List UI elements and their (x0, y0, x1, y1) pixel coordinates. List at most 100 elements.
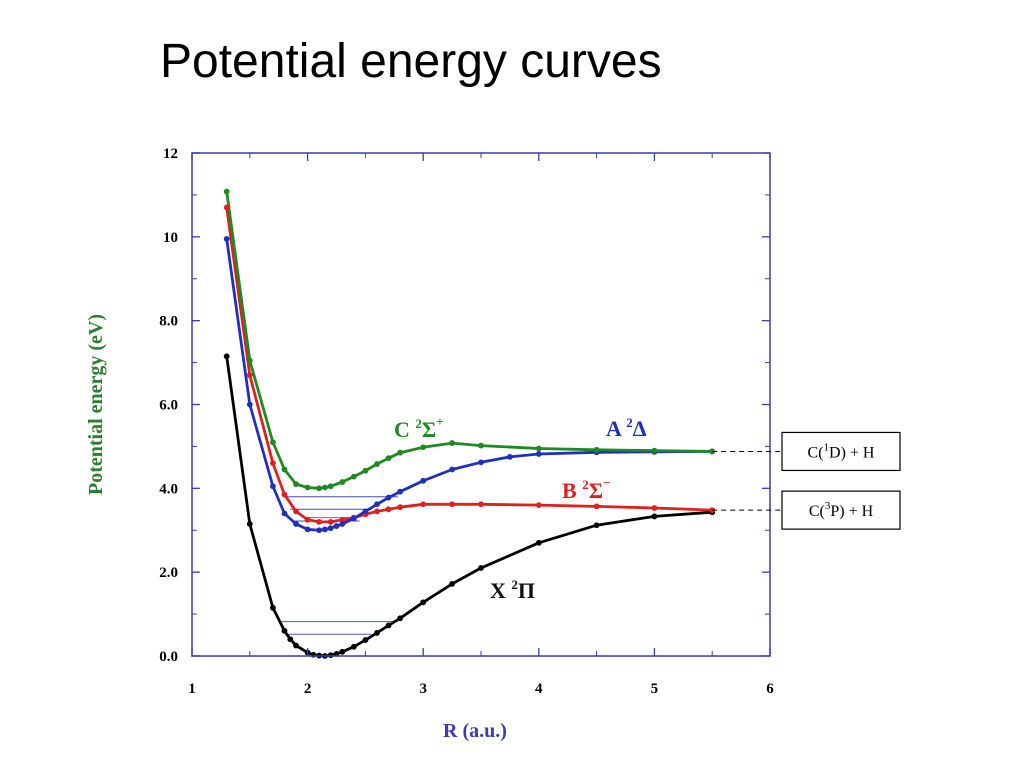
x-tick-label: 2 (304, 681, 312, 697)
curve-x-point (478, 565, 484, 571)
curve-a-point (316, 527, 323, 534)
curve-c-point (350, 473, 357, 480)
curve-a-point (507, 453, 513, 460)
curve-label-x: X 2Π (490, 577, 535, 603)
curve-b-point (223, 204, 230, 211)
curve-x-point (270, 604, 276, 611)
curve-a-point (385, 494, 392, 501)
curve-x-point (449, 581, 455, 587)
curve-c-point (327, 483, 334, 490)
curve-c-point (223, 188, 230, 195)
curve-label-b: B 2Σ− (562, 475, 611, 503)
y-axis-title: Potential energy (eV) (85, 314, 107, 495)
curve-b-point (420, 501, 427, 508)
curve-b-point (281, 491, 288, 498)
plot-frame (191, 152, 771, 657)
curve-b-point (270, 460, 276, 467)
asymptote-box (781, 490, 901, 530)
curve-c-point (304, 484, 311, 491)
curve-b-point (339, 516, 346, 523)
curve-x-point (385, 622, 392, 629)
x-tick-label: 6 (766, 681, 774, 697)
y-tick-label: 6.0 (159, 398, 178, 414)
curve-points (223, 188, 716, 659)
curve-x-point (535, 539, 542, 546)
curve-a-point (478, 459, 484, 466)
curve-b-point (246, 372, 253, 379)
y-tick-label: 2.0 (159, 565, 178, 581)
curve-x-point (339, 648, 346, 655)
curve-c-point (651, 447, 658, 454)
curve-c-point (246, 357, 253, 364)
axis-ticks (191, 152, 771, 657)
curve-label-c: C 2Σ+ (394, 414, 444, 442)
curve-x-point (310, 651, 317, 658)
x-axis-title: R (a.u.) (443, 720, 507, 742)
curve-a-point (449, 466, 455, 473)
curve-b-point (327, 518, 334, 525)
curve-a-point (333, 523, 340, 529)
curve-a-point (362, 508, 369, 515)
curve-x-point (327, 652, 334, 659)
curve-a-point (535, 451, 542, 457)
curve-a-point (270, 483, 276, 490)
curve-x-point (593, 522, 600, 529)
curve-label-a: A 2Δ (606, 415, 647, 441)
curve-b-point (449, 501, 455, 508)
curve-b-point (374, 508, 380, 515)
curve-c-point (385, 455, 392, 462)
curve-x-point (397, 615, 403, 622)
asymptote-label: C(1D) + H (808, 441, 875, 461)
curve-c-point (316, 485, 323, 492)
curve-c-point (270, 439, 276, 446)
curve-b-point (478, 501, 484, 508)
curve-c-point (293, 481, 299, 488)
x-tick-label: 1 (188, 681, 196, 697)
y-tick-label: 8.0 (159, 314, 178, 330)
y-tick-label: 4.0 (159, 481, 178, 497)
curve-c-point (339, 479, 346, 485)
curve-c-point (709, 448, 716, 455)
curve-a-point (281, 510, 288, 517)
curve-b-point (385, 506, 392, 513)
curve-a-point (223, 236, 230, 242)
curve-x-point (281, 627, 288, 634)
curve-x-point (246, 521, 253, 527)
curve-x-point (287, 636, 294, 643)
curve-b-point (535, 502, 542, 508)
curve-b-point (293, 508, 299, 515)
curve-a-point (397, 488, 403, 495)
curve-c-point (374, 461, 380, 467)
y-tick-label: 12 (163, 146, 178, 162)
curve-a-point (327, 525, 334, 532)
curve-x-point (362, 637, 369, 643)
x-tick-label: 5 (651, 681, 659, 697)
curve-c-point (397, 449, 403, 456)
curve-b-point (651, 505, 658, 511)
curve-a-point (322, 526, 328, 533)
curve-c-line (225, 191, 713, 490)
curve-x-point (223, 353, 230, 360)
curve-x-point (350, 643, 357, 650)
x-tick-label: 4 (535, 681, 543, 697)
curve-a-point (246, 401, 253, 408)
curve-x-line (225, 356, 713, 658)
asymptote-markers: C(1D) + H C(3P) + H (712, 431, 901, 530)
curve-a-point (350, 515, 357, 522)
curve-a-point (339, 521, 346, 527)
curve-a-point (304, 526, 311, 533)
curve-c-point (593, 446, 600, 453)
curve-x-point (420, 599, 427, 606)
curve-a-point (374, 501, 380, 508)
slide-title: Potential energy curves (160, 35, 662, 88)
curve-b-point (593, 503, 600, 510)
curve-b-point (397, 504, 403, 511)
plot-frame-rect (191, 152, 771, 657)
curve-x-point (651, 513, 658, 520)
y-tick-label: 10 (163, 230, 178, 246)
curve-x-point (374, 630, 380, 636)
curve-b-point (709, 507, 716, 514)
vibrational-levels (278, 496, 398, 635)
